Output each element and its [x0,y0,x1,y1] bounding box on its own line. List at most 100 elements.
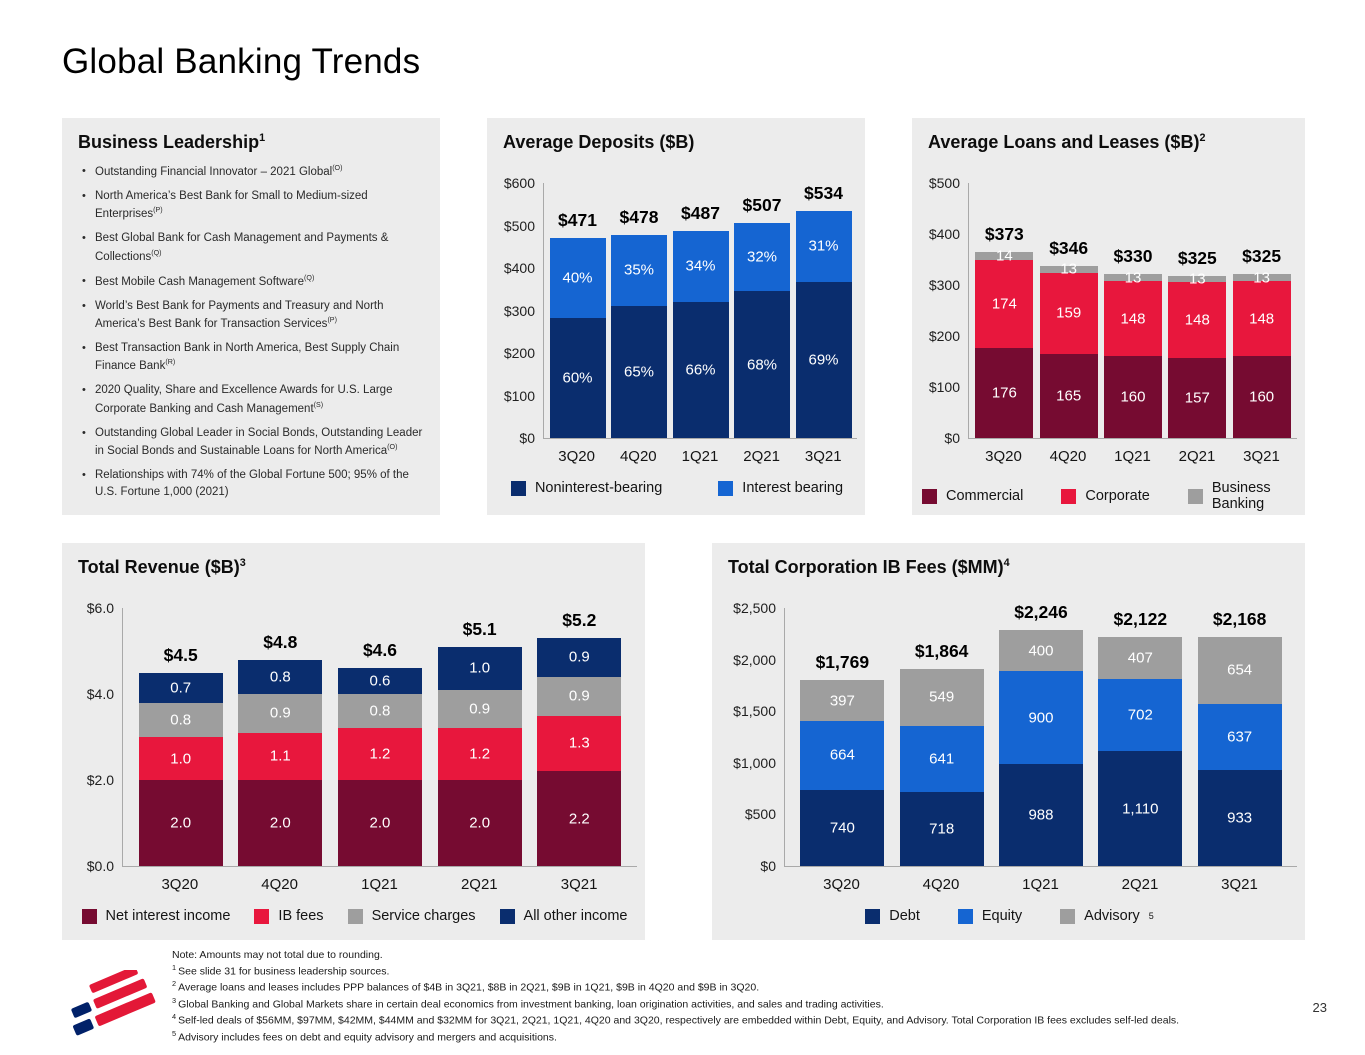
segment: 900 [998,671,1083,765]
segment: 0.7 [138,672,223,703]
segment-label: 0.9 [469,700,491,718]
segment: 397 [800,680,885,722]
segment: 0.8 [238,659,323,695]
legend-label: Business Banking [1211,480,1271,512]
ib-fees-title: Total Corporation IB Fees ($MM)4 [728,557,1010,577]
bar-3Q21: 69% 31% $534 [795,183,852,438]
x-tick-label: 1Q21 [1022,876,1059,893]
ib-fees-panel: Total Corporation IB Fees ($MM)4 $0 $500 $… [712,543,1305,940]
average-loans-chart: $0 $100 $200 $300 $400 $500 176 174 14 $373 165 159… [922,175,1297,512]
segment: 1,110 [1098,751,1183,866]
y-tick-label: $4.0 [86,686,114,702]
legend-swatch-icon [957,908,973,924]
segment-label: 400 [1028,642,1054,660]
bar-3Q21: 2.2 1.3 0.9 0.9 $5.2 [537,610,622,866]
segment-label: 637 [1227,728,1253,746]
legend-label: Noninterest-bearing [534,480,663,496]
segment-label: 397 [829,692,855,710]
segment: 654 [1197,636,1282,704]
plot-area: 2.0 1.0 0.8 0.7 $4.5 2.0 1.1 0.9 0.8 $4.8 2.0 1.2 0.… [122,608,637,867]
x-axis-spacer [922,439,968,465]
segment: 933 [1197,769,1282,866]
bar-1Q21: 66% 34% $487 [672,203,729,438]
bar-3Q20: 176 174 14 $373 [975,224,1034,438]
average-deposits-panel: Average Deposits ($B) $0 $100 $200 $300 $400… [487,118,865,515]
segment: 0.8 [337,694,422,729]
bar-total-label: $534 [804,183,843,204]
bar-1Q21: 988 900 400 $2,246 [998,602,1083,866]
y-tick-label: $400 [928,226,960,242]
segment-label: 32% [746,248,778,266]
legend-label: Equity [981,908,1023,924]
legend-label: Net interest income [105,908,231,924]
segment-label: 549 [929,688,955,706]
segment: 14 [975,247,1034,264]
segment: 0.9 [537,676,622,716]
legend-label: Advisory [1084,908,1140,924]
segment: 1.3 [537,715,622,772]
plot-area: 740 664 397 $1,769 718 641 549 $1,864 988 900 400 $… [784,602,1297,867]
segment: 157 [1168,357,1227,438]
x-tick-label: 2Q21 [1121,876,1159,893]
x-tick-label: 1Q21 [1114,448,1151,465]
segment-label: 0.6 [369,672,391,690]
segment: 1.2 [337,728,422,780]
x-axis-spacer [722,867,784,893]
segment: 35% [611,234,667,306]
legend-label: Interest bearing [742,480,844,496]
segment: 0.9 [537,638,622,677]
business-leadership-title: Business Leadership1 [78,132,266,152]
y-tick-label: $0 [519,430,535,446]
bar-2Q21: 2.0 1.2 0.9 1.0 $5.1 [437,619,522,866]
bar-total-label: $4.8 [263,631,298,652]
segment-label: 641 [929,750,955,768]
legend-swatch-icon [718,480,734,496]
segment: 641 [899,725,984,792]
x-tick-label: 3Q21 [804,448,842,465]
bar-total-label: $325 [1177,247,1217,268]
total-revenue-title: Total Revenue ($B)3 [78,557,246,577]
segment-label: 702 [1127,706,1153,724]
segment-label: 718 [929,820,955,838]
bar-1Q21: 2.0 1.2 0.8 0.6 $4.6 [337,640,422,866]
segment: 69% [795,281,852,438]
segment: 2.0 [337,780,422,866]
average-deposits-title: Average Deposits ($B) [503,132,695,152]
segment: 2.0 [238,780,323,866]
legend-item: All other income [499,908,628,924]
legend-item: Equity [957,908,1023,924]
y-tick-label: $500 [744,806,776,823]
x-tick-label: 3Q20 [558,448,595,465]
legend-label: Corporate [1085,488,1150,504]
footnote-line: Note: Amounts may not total due to round… [172,949,383,961]
segment: 68% [734,291,790,438]
segment-label: 933 [1227,809,1253,827]
segment-label: 13 [1124,269,1142,287]
segment-label: 1.0 [170,750,192,767]
bar-total-label: $507 [742,194,782,215]
bar-2Q21: 1,110 702 407 $2,122 [1098,609,1183,866]
legend-swatch-icon [254,908,270,924]
bar-1Q21: 160 148 13 $330 [1103,246,1162,438]
segment: 2.0 [138,780,223,866]
y-axis: $0 $100 $200 $300 $400 $500 [922,175,968,446]
segment-label: 148 [1120,310,1146,328]
segment: 400 [998,629,1083,672]
legend-item: Net interest income [81,908,231,924]
segment: 160 [1232,356,1291,438]
bar-3Q20: 740 664 397 $1,769 [800,652,885,866]
segment-label: 13 [1253,269,1270,287]
y-tick-label: $0 [944,430,960,446]
segment-label: 14 [995,247,1013,265]
leadership-bullet: North America’s Best Bank for Small to M… [80,188,426,223]
segment-label: 0.8 [369,702,391,720]
footnote-line: 5 Advisory includes fees on debt and equ… [172,1028,557,1044]
y-tick-label: $6.0 [86,600,114,616]
x-tick-label: 3Q21 [1243,448,1280,465]
legend: Net interest income IB fees Service charge… [72,908,637,924]
legend-item: Business Banking [1187,480,1297,512]
legend-item: Corporate [1061,488,1150,504]
segment: 66% [672,301,729,438]
leadership-bullet: Outstanding Global Leader in Social Bond… [80,425,426,460]
average-loans-title: Average Loans and Leases ($B)2 [928,132,1206,152]
